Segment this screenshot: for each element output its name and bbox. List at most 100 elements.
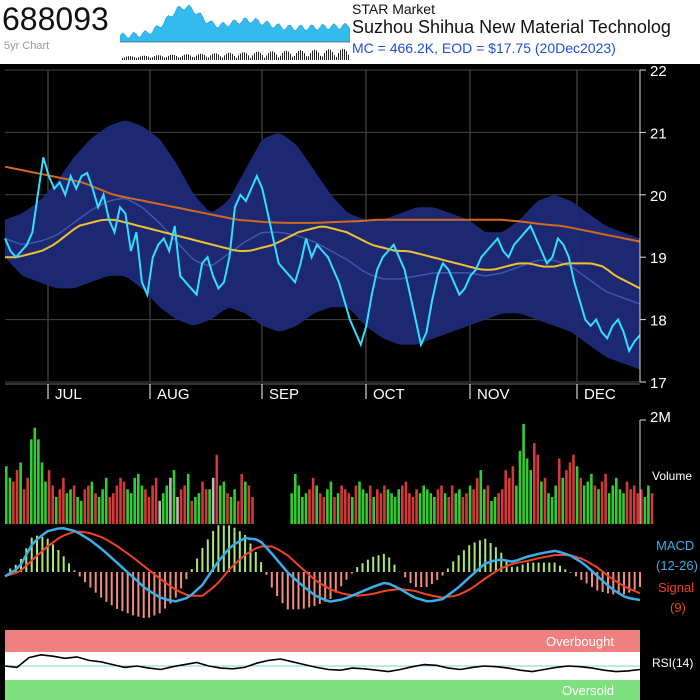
- mini-volume-bar: [344, 49, 345, 60]
- bollinger-band: [5, 120, 640, 370]
- mini-volume-bar: [340, 50, 341, 60]
- mini-volume-bar: [140, 56, 141, 60]
- mini-volume-bar: [270, 51, 271, 60]
- mini-volume-bar: [166, 57, 167, 60]
- volume-bar: [122, 481, 126, 524]
- volume-bar: [104, 477, 108, 524]
- mini-volume-bar: [244, 52, 245, 60]
- volume-bar: [340, 485, 343, 524]
- volume-bar: [129, 493, 133, 524]
- mini-volume-bar: [164, 57, 165, 60]
- volume-bar: [133, 477, 136, 524]
- volume-bar: [525, 458, 529, 524]
- volume-bar: [194, 497, 197, 524]
- volume-bar: [315, 485, 318, 524]
- mini-volume-bar: [346, 51, 347, 60]
- mini-volume-bar: [312, 50, 313, 60]
- mini-volume-bar: [222, 57, 223, 60]
- volume-bar: [144, 489, 147, 524]
- volume-bar: [468, 485, 472, 524]
- mini-5yr-chart: [120, 4, 350, 60]
- volume-bar: [515, 485, 518, 524]
- mini-volume-bar: [188, 54, 189, 60]
- mini-volume-bar: [294, 55, 295, 60]
- month-label: AUG: [157, 386, 190, 403]
- volume-bar: [308, 489, 311, 524]
- volume-bar: [636, 493, 639, 524]
- volume-tick-label: 2M: [650, 409, 671, 426]
- volume-bar: [83, 489, 87, 524]
- volume-bar: [376, 489, 379, 524]
- volume-bar: [522, 423, 525, 524]
- volume-bar: [97, 497, 101, 524]
- volume-bar: [172, 470, 176, 524]
- volume-bar: [597, 489, 600, 524]
- volume-bar: [607, 493, 611, 524]
- price-line: [4, 157, 641, 354]
- volume-bar: [33, 427, 37, 524]
- mini-volume-bar: [126, 56, 127, 60]
- volume-bar: [600, 481, 604, 524]
- band-midline: [4, 197, 641, 305]
- mini-volume-bar: [288, 51, 289, 60]
- volume-bar: [565, 470, 568, 524]
- mini-volume-bar: [272, 51, 273, 60]
- volume-bar: [493, 497, 497, 524]
- mini-volume-bar: [138, 57, 139, 60]
- volume-bar: [297, 485, 301, 524]
- mini-volume-bar: [198, 54, 199, 60]
- volume-bar: [536, 454, 540, 524]
- volume-bar: [408, 493, 411, 524]
- overbought-zone: [5, 630, 640, 652]
- volume-bar: [37, 439, 40, 524]
- volume-bar: [622, 493, 625, 524]
- mini-volume-bar: [304, 53, 305, 60]
- volume-bar: [201, 481, 204, 524]
- mini-volume-bar: [348, 54, 349, 60]
- volume-bar: [211, 477, 215, 524]
- mini-volume-bar: [190, 55, 191, 60]
- mini-volume-bar: [234, 55, 235, 60]
- price-tick-label: 22: [650, 64, 667, 80]
- mini-volume-bar: [238, 55, 239, 60]
- volume-bar: [354, 485, 358, 524]
- volume-bar: [433, 497, 436, 524]
- mini-volume-bar: [296, 52, 297, 60]
- mini-volume-bar: [278, 57, 279, 60]
- volume-bar: [179, 489, 183, 524]
- volume-bar: [22, 489, 26, 524]
- volume-bar: [301, 497, 304, 524]
- volume-bar: [358, 481, 361, 524]
- mini-volume-bar: [264, 57, 265, 60]
- mini-volume-bar: [212, 53, 213, 60]
- mini-volume-bar: [322, 56, 323, 60]
- volume-bar: [58, 489, 62, 524]
- volume-bar: [336, 493, 340, 524]
- mini-volume-bar: [216, 53, 217, 60]
- volume-bar: [190, 500, 194, 524]
- mini-volume-bar: [142, 55, 143, 60]
- volume-bar: [436, 489, 440, 524]
- mini-volume-bar: [174, 54, 175, 60]
- mini-volume-bar: [276, 54, 277, 60]
- exchange-label: STAR Market: [352, 1, 435, 17]
- volume-bar: [12, 481, 15, 524]
- volume-bar: [629, 489, 632, 524]
- macd-period-label: (12-26): [656, 558, 698, 573]
- volume-bar: [479, 470, 483, 524]
- mini-volume-bar: [220, 56, 221, 60]
- volume-bar: [290, 493, 293, 524]
- mini-volume-bar: [300, 50, 301, 60]
- mini-volume-bar: [236, 57, 237, 60]
- volume-bar: [54, 497, 58, 524]
- rsi-label: RSI(14): [652, 656, 693, 670]
- volume-bar: [461, 497, 465, 524]
- volume-bar: [415, 489, 418, 524]
- volume-bar: [69, 489, 72, 524]
- volume-bar: [518, 450, 522, 524]
- mini-volume-bar: [342, 48, 343, 60]
- volume-bar: [90, 481, 94, 524]
- volume-bar: [618, 489, 622, 524]
- volume-bar: [368, 485, 372, 524]
- mini-volume-bar: [132, 56, 133, 60]
